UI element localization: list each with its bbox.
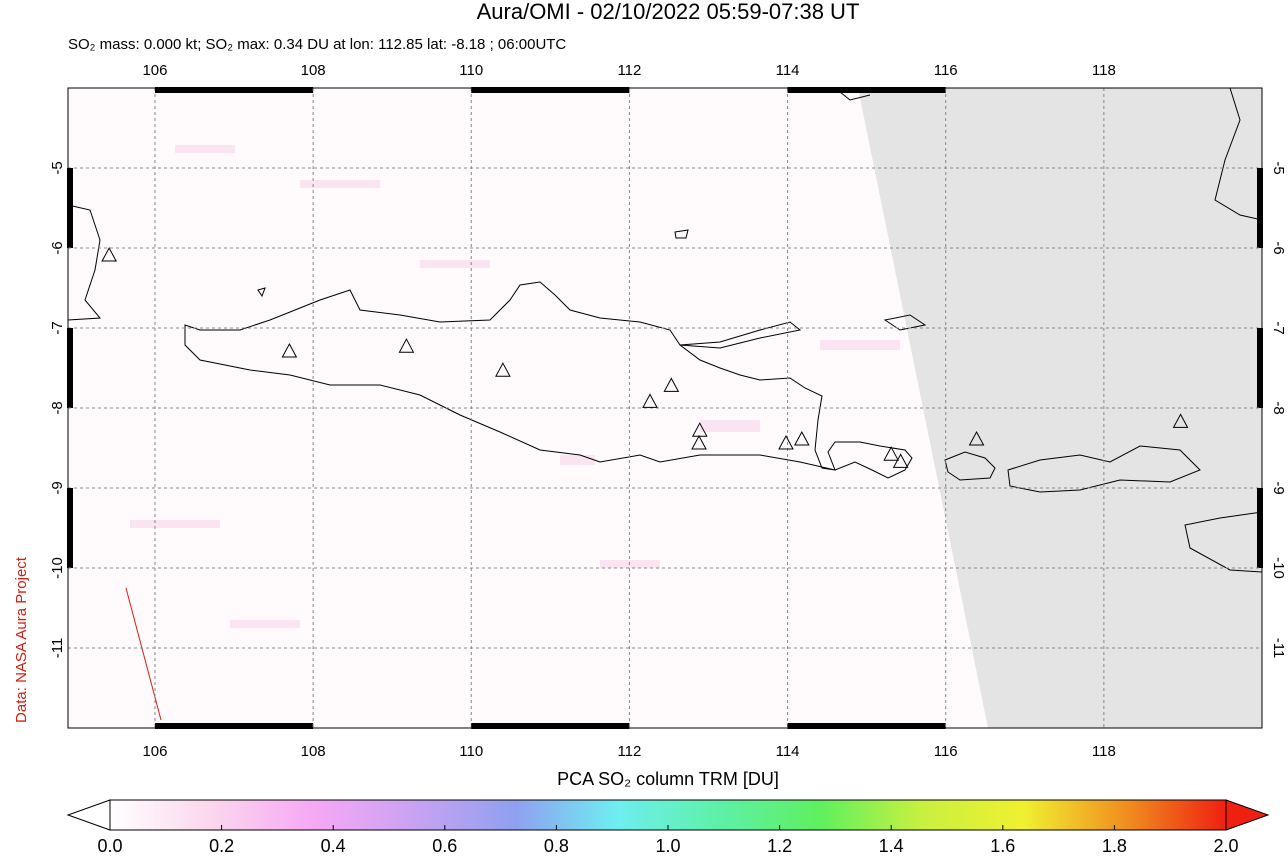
colorbar-tick-label: 1.0 [655,836,680,855]
x-tick-label-bottom: 114 [776,743,800,760]
y-tick-label-right: -8 [1270,401,1287,414]
map-frame [67,87,1263,729]
colorbar-extend-low [66,799,111,831]
x-tick-label-top: 118 [1092,62,1116,79]
volcano [398,338,415,353]
y-tick-label-left: -10 [49,557,66,579]
x-tick-label-bottom: 116 [934,743,958,760]
volcano [642,393,658,408]
x-tick-label-bottom: 106 [142,743,167,760]
colorbar-tick-label: 1.8 [1102,836,1127,855]
x-tick-label-top: 108 [301,62,326,79]
frame-segment [67,328,73,408]
colorbar-tick-label: 1.4 [879,836,904,855]
volcano [883,446,899,461]
x-tick-label-top: 110 [459,62,483,79]
y-tick-label-left: -9 [49,481,66,494]
frame-segment [154,87,314,93]
x-tick-label-bottom: 110 [459,743,483,760]
y-tick-label-right: -10 [1270,557,1287,579]
frame-segment [1257,328,1263,408]
x-tick-label-top: 116 [934,62,958,79]
axes [67,87,1263,729]
x-tick-label-top: 114 [776,62,800,79]
y-tick-label-left: -11 [49,638,66,659]
colorbar-label: PCA SO₂ column TRM [DU] [557,769,779,789]
colorbar-tick-label: 1.6 [990,836,1015,855]
volcano [793,430,810,446]
volcano [281,342,298,358]
colorbar-tick-label: 0.2 [209,836,234,855]
colorbar-tick-label: 2.0 [1213,836,1238,855]
volcano [495,362,511,377]
frame-segment [1257,488,1263,568]
x-tick-label-bottom: 118 [1092,743,1116,760]
volcano [691,422,708,437]
volcano [778,434,794,450]
y-tick-label-right: -9 [1270,481,1287,494]
frame-segment [471,723,630,729]
frame-segment [787,723,946,729]
frame-segment [787,87,946,93]
title: Aura/OMI - 02/10/2022 05:59-07:38 UT [477,0,860,24]
colorbar-extend-high [1225,799,1270,831]
colorbar-tick-label: 0.8 [544,836,569,855]
credit: Data: NASA Aura Project [13,556,30,723]
x-tick-label-top: 112 [617,62,641,79]
volcano [663,377,680,392]
x-tick-label-top: 106 [142,62,167,79]
frame-segment [1257,168,1263,248]
orbit-line [125,587,162,721]
subtitle: SO₂ mass: 0.000 kt; SO₂ max: 0.34 DU at … [68,36,566,53]
volcano [892,453,909,468]
colorbar-tick-label: 0.6 [432,836,457,855]
y-tick-label-right: -5 [1270,161,1287,174]
y-tick-label-left: -8 [49,401,66,414]
y-tick-label-right: -11 [1270,638,1287,659]
y-tick-label-left: -6 [49,241,66,254]
y-tick-label-left: -5 [49,161,66,174]
volcano [968,430,985,446]
x-tick-label-bottom: 108 [301,743,326,760]
frame-segment [154,723,314,729]
colorbar-tick-label: 1.2 [767,836,792,855]
coastlines [68,88,1262,573]
volcano [1172,413,1189,428]
y-tick-label-left: -7 [49,321,66,334]
colorbar-tick-label: 0.0 [97,836,122,855]
volcano [101,246,117,262]
y-tick-label-right: -6 [1270,241,1287,254]
noise [130,145,900,628]
frame-segment [471,87,630,93]
volcano [691,434,707,450]
x-tick-label-bottom: 112 [617,743,641,760]
y-tick-label-right: -7 [1270,321,1287,334]
colorbar-tick-label: 0.4 [321,836,346,855]
frame-segment [67,488,73,568]
frame-segment [67,168,73,248]
